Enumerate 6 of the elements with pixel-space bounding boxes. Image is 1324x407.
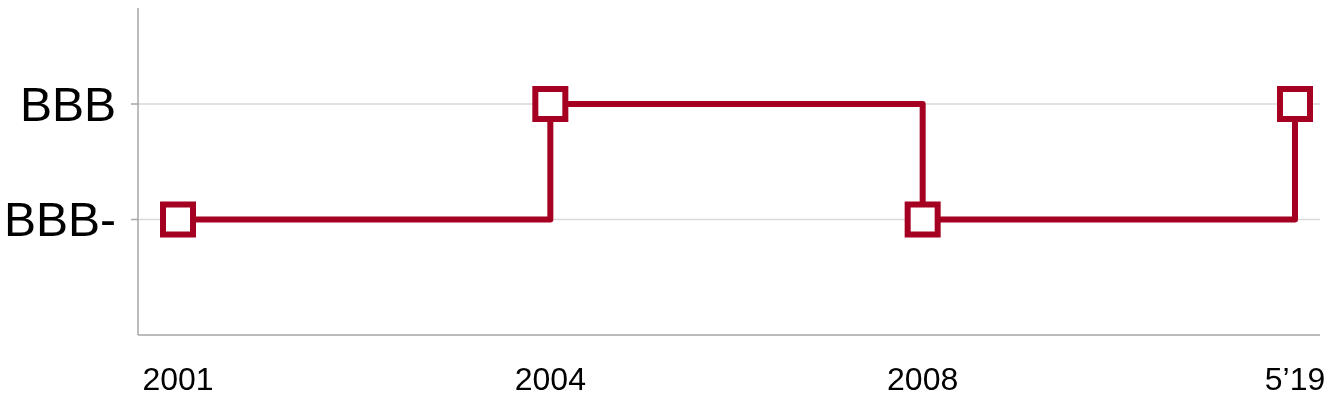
x-tick-label: 2008 [887, 361, 959, 397]
ref-line-label: BBB [19, 77, 116, 131]
x-tick-label: 2001 [142, 361, 214, 397]
x-tick-label: 2004 [514, 361, 586, 397]
x-tick-label: 5’19 [1264, 361, 1324, 397]
ref-line-label: BBB- [3, 193, 116, 247]
